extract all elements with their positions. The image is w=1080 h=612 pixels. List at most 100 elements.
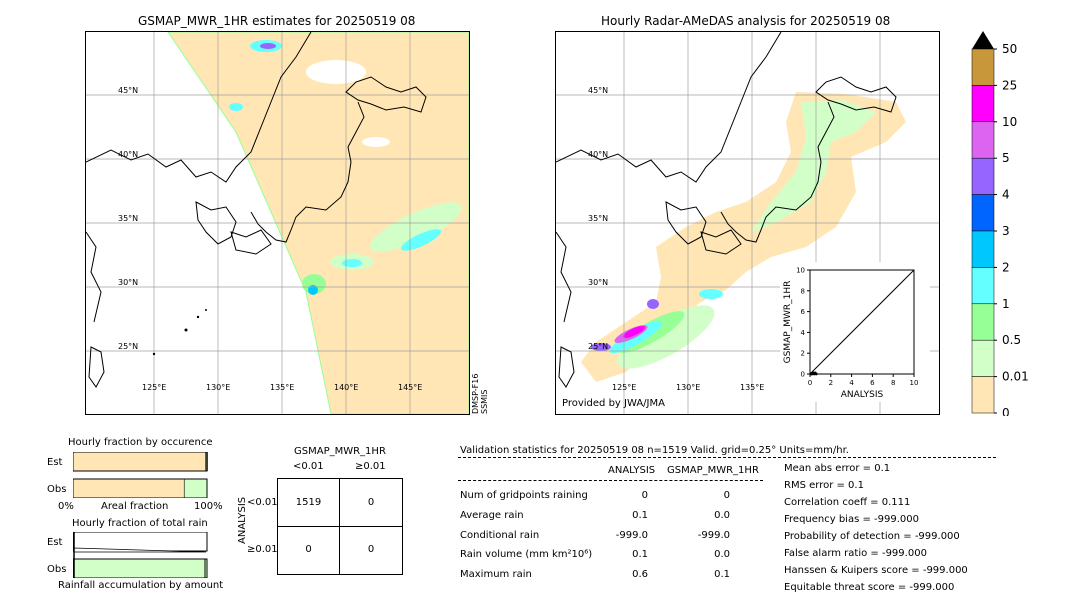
score-pod: Probability of detection = -999.000 [784, 531, 960, 542]
row-label: Average rain [460, 510, 524, 521]
y-tick-label: 6 [801, 308, 806, 316]
scatter-xlabel: ANALYSIS [841, 390, 884, 400]
rain-patch [751, 100, 876, 232]
colorbar-label: 10 [1002, 115, 1017, 129]
total-rain-obs-label: Obs [47, 564, 67, 575]
score-hk: Hanssen & Kuipers score = -999.000 [784, 565, 968, 576]
colorbar-label: 25 [1002, 78, 1017, 92]
left-map: 45°N 40°N 35°N 30°N 25°N 125°E 130°E 135… [85, 31, 470, 415]
x-tick-label: 6 [870, 379, 875, 387]
rain-patch [302, 274, 326, 294]
row-analysis-value: 0.6 [632, 569, 648, 580]
lon-label-135: 135°E [740, 383, 765, 392]
contingency-table: 1519 0 0 0 [277, 478, 403, 575]
colorbar-segment [971, 194, 995, 232]
lon-label-145: 145°E [398, 383, 423, 392]
validation-header: Validation statistics for 20250519 08 n=… [460, 445, 849, 456]
colorbar-label: 0 [1002, 406, 1010, 416]
rain-patch [623, 326, 645, 338]
scatter-ylabel: GSMAP_MWR_1HR [783, 281, 793, 364]
validation-divider [458, 457, 996, 458]
rain-patch [617, 305, 715, 369]
lat-label-45: 45°N [118, 86, 139, 95]
rain-patch [647, 299, 659, 309]
row-label: Conditional rain [460, 530, 540, 541]
total-rain-title: Hourly fraction of total rain [72, 518, 208, 529]
lat-label-40: 40°N [118, 150, 139, 159]
score-far: False alarm ratio = -999.000 [784, 548, 927, 559]
lon-label-125: 125°E [142, 383, 167, 392]
lat-label-40: 40°N [588, 150, 609, 159]
occurrence-title: Hourly fraction by occurence [68, 437, 213, 448]
left-map-canvas [86, 32, 469, 414]
sensor-label: SSMIS [480, 389, 489, 415]
scatter-plot: 00 2 2 4 4 6 6 8 8 10 10 ANALYSIS GSMAP_MWR_1HR [783, 267, 919, 401]
lat-label-25: 25°N [118, 342, 139, 351]
total-rain-obs-bar [72, 558, 208, 579]
colorbar-label: 50 [1002, 42, 1017, 56]
validation-col-analysis: ANALYSIS [608, 465, 656, 476]
colorbar-canvas: 50 25 10 5 4 3 2 1 0.5 0.01 0 [971, 31, 1029, 420]
colorbar-label: 4 [1002, 188, 1010, 202]
rain-patch [591, 343, 611, 351]
colorbar: 50 25 10 5 4 3 2 1 0.5 0.01 0 [970, 31, 1080, 420]
x-tick-label: 8 [891, 379, 895, 387]
x-tick-label: 0 [808, 379, 812, 387]
row-analysis-value: 0 [641, 490, 648, 501]
rain-patch [699, 289, 723, 299]
row-gsmap-value: 0 [723, 490, 730, 501]
row-label: Maximum rain [460, 569, 532, 580]
row-analysis-value: -999.0 [615, 530, 648, 541]
y-tick-label: 4 [801, 329, 806, 337]
lat-label-35: 35°N [588, 214, 609, 223]
occurrence-axis-max: 100% [194, 501, 223, 512]
x-tick-label: 10 [910, 379, 919, 387]
colorbar-extend-arrow [972, 31, 994, 49]
occurrence-chart [72, 451, 208, 499]
x-tick-label: 2 [829, 379, 833, 387]
score-rmse: RMS error = 0.1 [784, 480, 864, 491]
validation-subdivider [458, 480, 763, 481]
contingency-col-1: <0.01 [293, 461, 324, 472]
contingency-col-2: ≥0.01 [355, 461, 386, 472]
colorbar-label: 0.5 [1002, 333, 1021, 347]
contingency-row-1: <0.01 [247, 497, 278, 508]
row-gsmap-value: 0.0 [714, 549, 730, 560]
row-gsmap-value: 0.0 [714, 510, 730, 521]
lon-label-140: 140°E [334, 383, 359, 392]
colorbar-segment [971, 267, 995, 305]
colorbar-segment [971, 157, 995, 195]
contingency-side-label: ANALYSIS [237, 496, 248, 544]
colorbar-segment [971, 303, 995, 341]
cell-correct-neg: 0 [367, 544, 375, 555]
total-rain-chart [72, 531, 208, 579]
colorbar-segment [971, 121, 995, 159]
rain-patch [342, 259, 362, 267]
lon-label-125: 125°E [612, 383, 637, 392]
cell-miss: 0 [305, 544, 312, 555]
colorbar-segment [971, 376, 995, 414]
total-rain-est-label: Est [47, 537, 63, 548]
score-mae: Mean abs error = 0.1 [784, 463, 891, 474]
scatter-point [814, 372, 818, 376]
row-analysis-value: 0.1 [632, 510, 648, 521]
colorbar-label: 0.01 [1002, 370, 1029, 384]
colorbar-label: 2 [1002, 260, 1010, 274]
y-tick-label: 0 [801, 371, 805, 379]
clear-area [306, 60, 366, 84]
colorbar-segment [971, 48, 995, 86]
score-bias: Frequency bias = -999.000 [784, 514, 919, 525]
row-gsmap-value: 0.1 [714, 569, 730, 580]
occurrence-axis-label: Areal fraction [101, 501, 169, 512]
contingency-row-2: ≥0.01 [247, 544, 278, 555]
y-tick-label: 10 [796, 267, 805, 275]
occurrence-bar-segment [73, 479, 185, 498]
colorbar-label: 5 [1002, 151, 1010, 165]
occurrence-est-label: Est [47, 457, 63, 468]
clear-area [362, 137, 390, 147]
validation-col-gsmap: GSMAP_MWR_1HR [667, 465, 759, 476]
lat-label-35: 35°N [118, 214, 139, 223]
score-ets: Equitable threat score = -999.000 [784, 582, 955, 593]
contingency-hdivider [278, 526, 402, 527]
lon-label-130: 130°E [676, 383, 701, 392]
